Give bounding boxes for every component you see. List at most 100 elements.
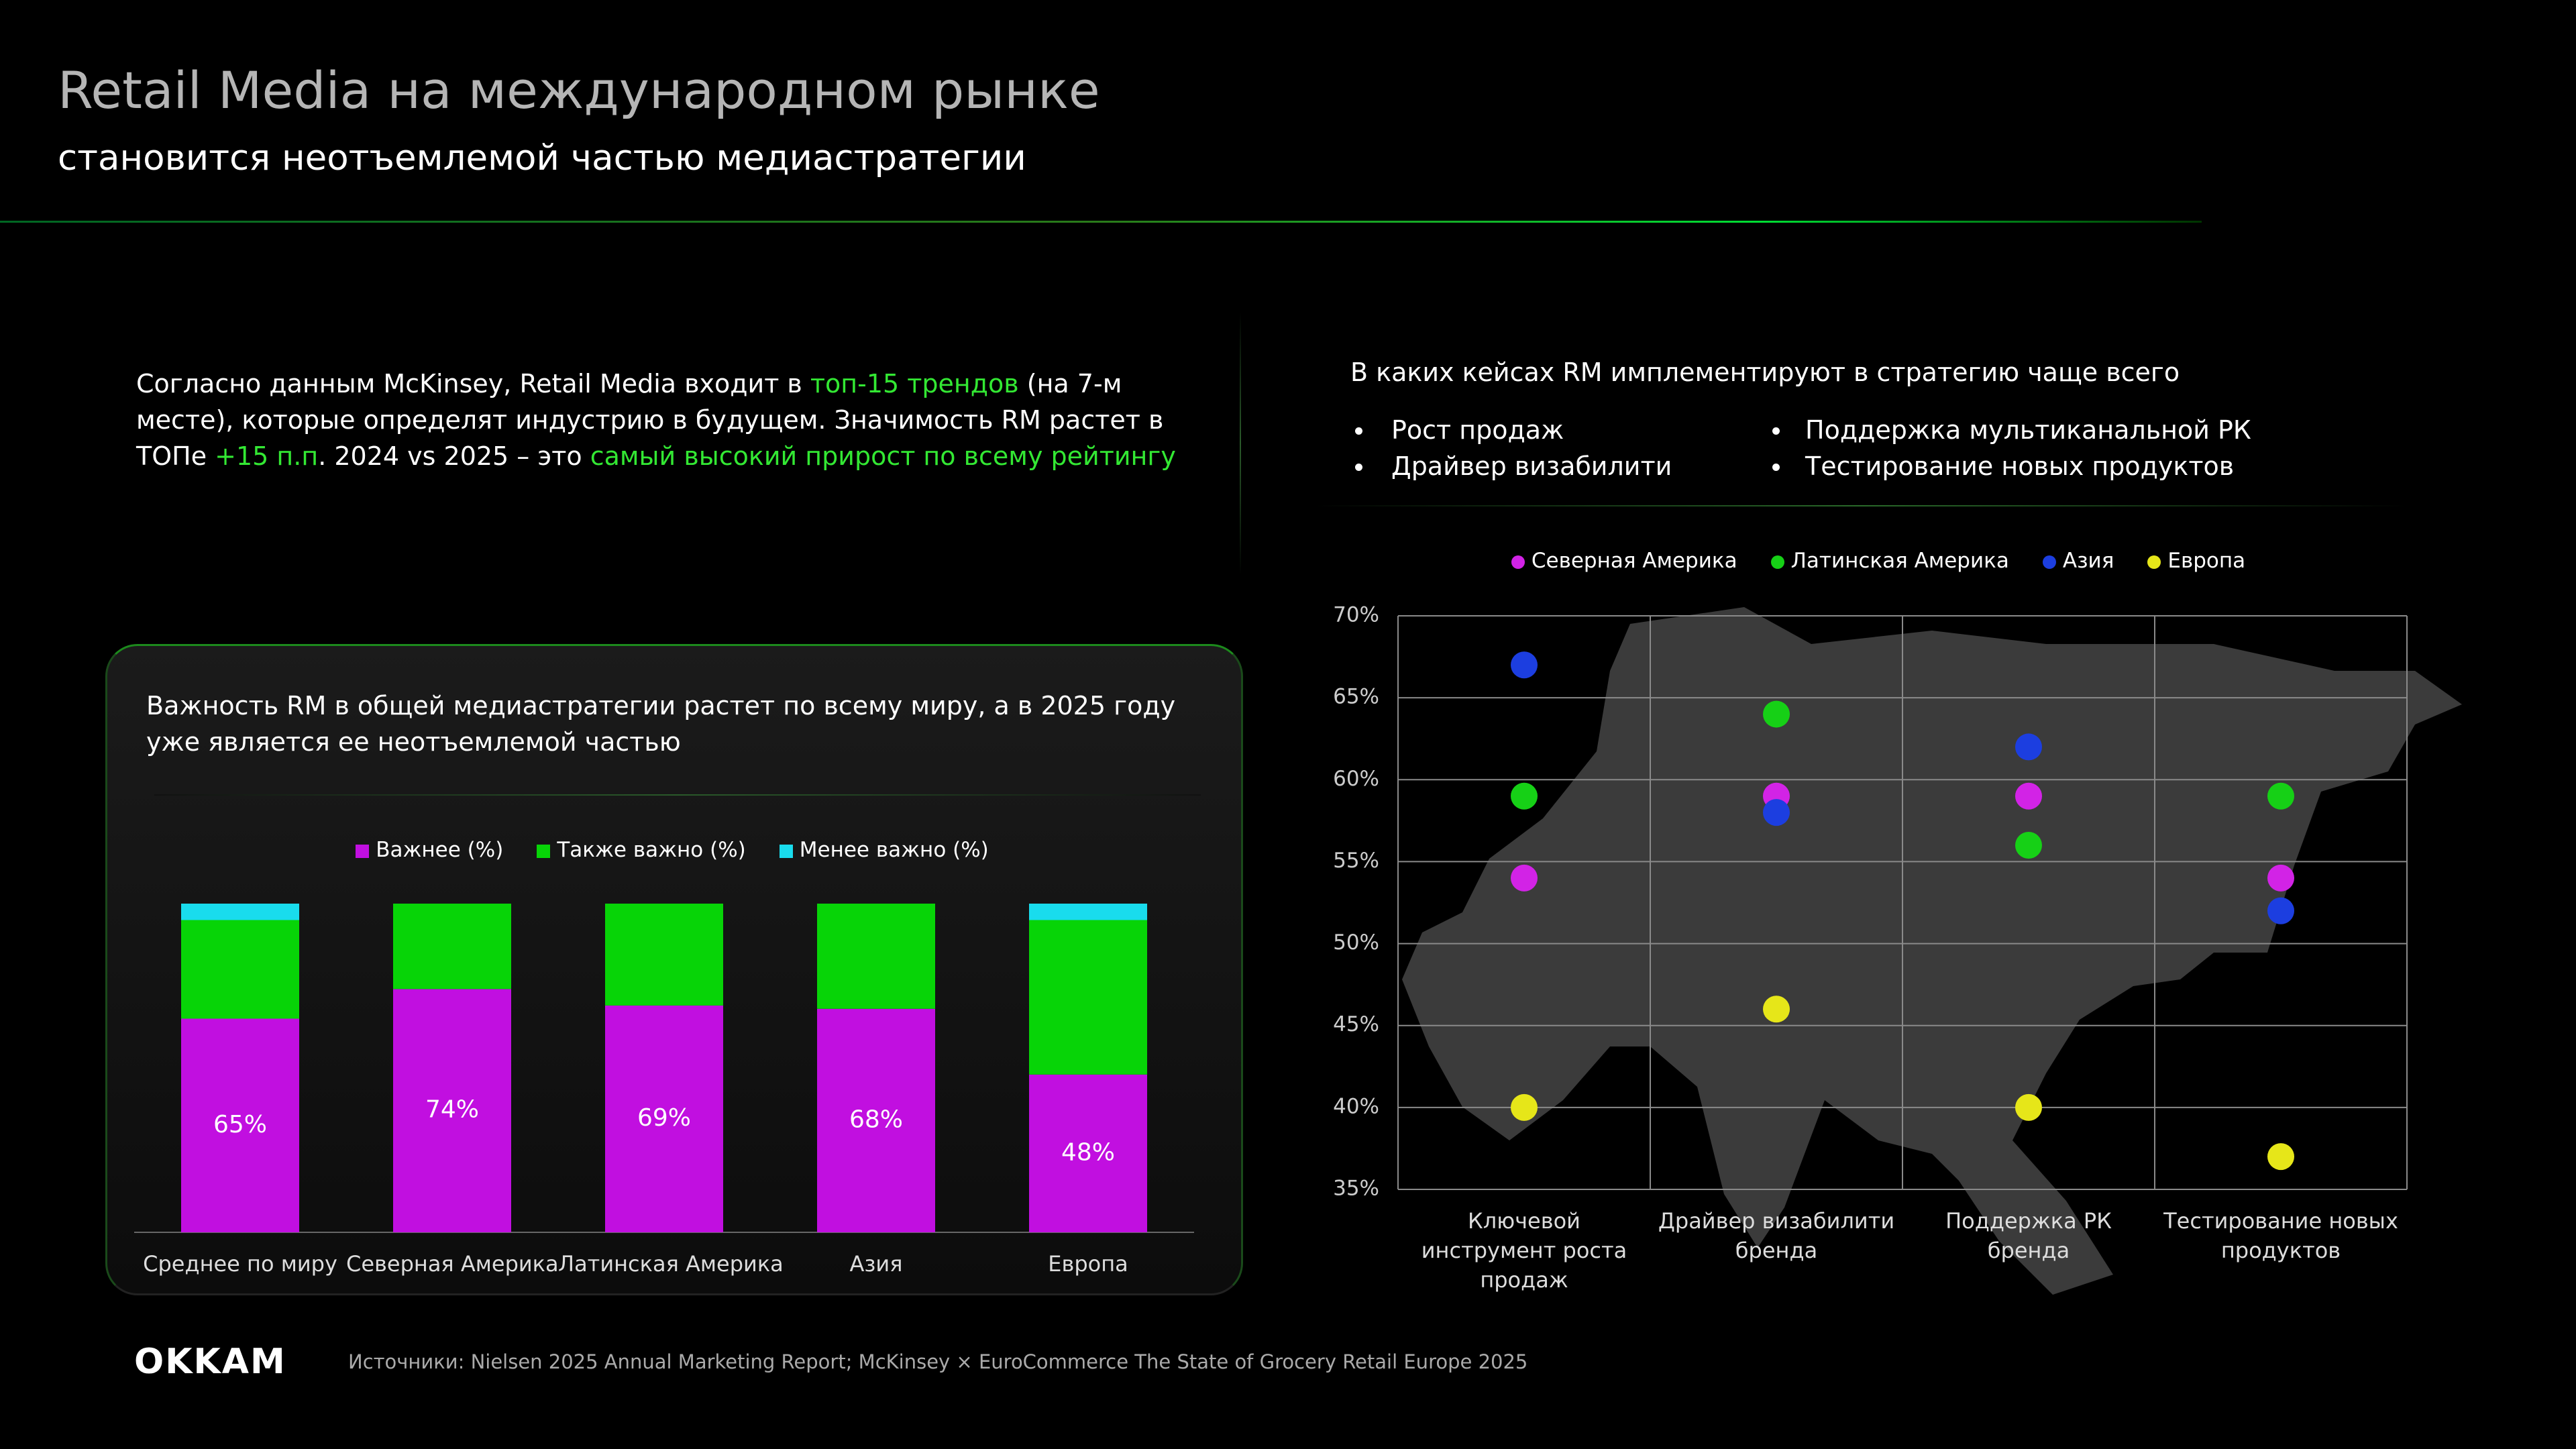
bar-segment	[605, 1005, 723, 1232]
legend-label: Северная Америка	[1531, 549, 1737, 573]
point	[1511, 864, 1538, 892]
legend-item: Также важно (%)	[537, 838, 746, 862]
text: (на 7-м месте), которые определят индуст…	[136, 369, 1164, 471]
legend-swatch	[537, 844, 551, 858]
x-tick-label: Северная Америка	[346, 1251, 559, 1277]
point	[2015, 1093, 2042, 1121]
bar-segment	[817, 904, 935, 1009]
point	[2267, 1143, 2294, 1171]
logo: OKKAM	[134, 1342, 286, 1382]
legend-label: Важнее (%)	[376, 838, 504, 862]
value-label: 65%	[213, 1111, 267, 1138]
legend-item: Важнее (%)	[356, 838, 503, 862]
legend: Важнее (%) Также важно (%) Менее важно (%)	[105, 838, 1239, 862]
point	[2267, 864, 2294, 892]
cases-title: В каких кейсах RM имплементируют в страт…	[1350, 358, 2180, 387]
point	[2015, 782, 2042, 810]
bullet: Рост продаж	[1391, 415, 1564, 445]
y-tick-label: 60%	[1333, 767, 1379, 791]
legend-label: Латинская Америка	[1790, 549, 2009, 573]
bar-segment	[181, 904, 299, 920]
legend-label: Также важно (%)	[557, 838, 746, 862]
x-tick-label: Ключевой инструмент роста продаж	[1421, 1208, 1627, 1293]
bar-segment	[1029, 1074, 1147, 1232]
x-tick-label: Поддержка РК бренда	[1945, 1208, 2112, 1263]
legend-item: Европа	[2147, 549, 2245, 573]
legend-swatch	[356, 844, 370, 858]
text: . 2024 vs 2025 – это	[318, 441, 590, 471]
legend-item: Менее важно (%)	[779, 838, 989, 862]
x-tick-label: Азия	[849, 1251, 903, 1277]
divider	[0, 221, 2202, 223]
legend-swatch	[1770, 555, 1784, 569]
y-tick-label: 45%	[1333, 1012, 1379, 1036]
bar-segment	[1029, 920, 1147, 1075]
map-background	[1402, 607, 2462, 1295]
bullet: Поддержка мультиканальной РК	[1805, 415, 2251, 445]
highlight: +15 п.п	[215, 441, 319, 471]
intro-text: Согласно данным McKinsey, Retail Media в…	[136, 366, 1183, 474]
legend: Северная Америка Латинская Америка Азия Евр…	[1342, 549, 2415, 573]
y-tick-label: 50%	[1333, 930, 1379, 955]
x-tick-label: Европа	[1048, 1251, 1128, 1277]
legend-item: Латинская Америка	[1770, 549, 2009, 573]
legend-swatch	[2042, 555, 2056, 569]
legend-label: Европа	[2167, 549, 2246, 573]
bar-chart-title: Важность RM в общей медиастратегии расте…	[146, 691, 1176, 757]
x-tick-label: Латинская Америка	[558, 1251, 784, 1277]
highlight: топ-15 трендов	[810, 369, 1019, 398]
title: Retail Media на международном рынке	[58, 60, 1100, 120]
bar-segment	[1029, 904, 1147, 920]
x-tick-label: Драйвер визабилити бренда	[1658, 1208, 1895, 1263]
bar-segment	[393, 989, 511, 1232]
bar-segment	[605, 904, 723, 1006]
separator	[1315, 505, 2407, 506]
y-tick-label: 65%	[1333, 685, 1379, 709]
bullet: Драйвер визабилити	[1391, 451, 1672, 481]
bullet-dot	[1355, 427, 1362, 435]
point	[1763, 996, 1790, 1023]
bar-segment	[817, 1008, 935, 1232]
highlight: самый высокий прирост по всему рейтингу	[590, 441, 1176, 471]
point	[2015, 733, 2042, 761]
legend-label: Менее важно (%)	[799, 838, 989, 862]
bar-segment	[181, 1018, 299, 1232]
legend-label: Азия	[2062, 549, 2114, 573]
legend-swatch	[779, 844, 793, 858]
point	[1511, 1093, 1538, 1121]
legend-item: Азия	[2042, 549, 2114, 573]
subtitle: становится неотъемлемой частью медиастра…	[58, 138, 1026, 178]
legend-item: Северная Америка	[1511, 549, 1737, 573]
y-tick-label: 55%	[1333, 849, 1379, 873]
point	[1763, 799, 1790, 826]
legend-swatch	[2147, 555, 2161, 569]
legend-swatch	[1511, 555, 1525, 569]
point	[1763, 700, 1790, 728]
point	[2267, 782, 2294, 810]
y-tick-label: 40%	[1333, 1094, 1379, 1118]
vertical-divider	[1240, 312, 1241, 575]
bullet-dot	[1355, 464, 1362, 471]
bullet-dot	[1772, 464, 1780, 471]
panel-separator	[154, 794, 1201, 796]
bullet-dot	[1772, 427, 1780, 435]
x-tick-label: Тестирование новых продуктов	[2163, 1208, 2398, 1263]
point	[2267, 897, 2294, 924]
source: Источники: Nielsen 2025 Annual Marketing…	[348, 1350, 1528, 1373]
text: Согласно данным McKinsey, Retail Media в…	[136, 369, 810, 398]
point	[2015, 832, 2042, 859]
bar-segment	[181, 920, 299, 1019]
point	[1511, 782, 1538, 810]
bar-segment	[393, 904, 511, 989]
value-label: 48%	[1061, 1138, 1115, 1166]
y-tick-label: 35%	[1333, 1177, 1379, 1201]
value-label: 69%	[637, 1104, 691, 1132]
value-label: 74%	[425, 1096, 479, 1124]
x-tick-label: Среднее по миру	[143, 1251, 337, 1277]
y-tick-label: 70%	[1333, 603, 1379, 627]
bullet: Тестирование новых продуктов	[1805, 451, 2235, 481]
value-label: 68%	[849, 1106, 903, 1133]
point	[1511, 651, 1538, 679]
